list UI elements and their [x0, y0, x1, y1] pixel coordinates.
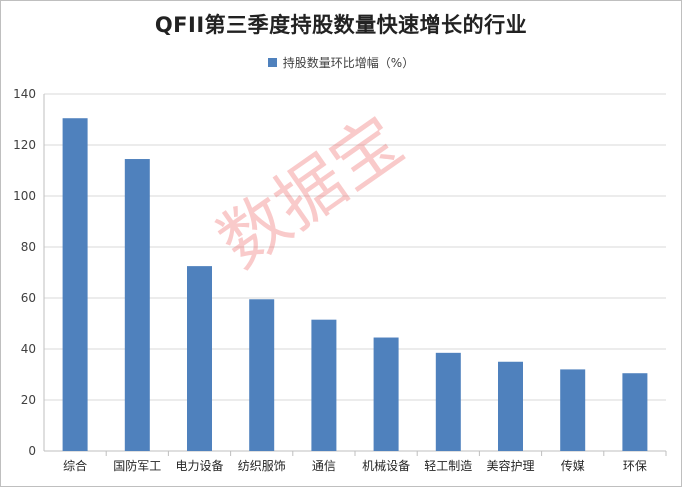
y-tick-label: 140: [13, 87, 36, 101]
x-tick-label: 电力设备: [175, 459, 223, 473]
bar: [124, 159, 150, 451]
x-tick-label: 传媒: [561, 458, 585, 473]
chart-legend: 持股数量环比增幅（%）: [0, 54, 682, 71]
bar: [249, 299, 275, 451]
legend-label: 持股数量环比增幅（%）: [282, 56, 415, 70]
bar: [498, 361, 523, 451]
chart-title: QFII第三季度持股数量快速增长的行业: [154, 13, 528, 37]
x-tick-label: 国防军工: [113, 458, 161, 473]
x-tick-label: 美容护理: [486, 458, 534, 473]
x-tick-label: 纺织服饰: [238, 459, 286, 473]
bar: [187, 266, 212, 451]
bar: [62, 118, 88, 451]
y-tick-label: 100: [13, 189, 36, 203]
bar: [373, 337, 399, 451]
x-tick-label: 机械设备: [362, 458, 410, 473]
y-tick-label: 80: [21, 240, 36, 254]
bar: [435, 352, 461, 451]
x-tick-label: 通信: [312, 459, 336, 473]
bar: [311, 319, 337, 451]
y-tick-label: 0: [28, 444, 36, 458]
y-tick-label: 40: [21, 342, 36, 356]
y-tick-label: 60: [21, 291, 36, 305]
bar: [560, 369, 586, 451]
legend-swatch: [267, 58, 277, 67]
bar: [622, 373, 648, 451]
x-tick-label: 环保: [623, 459, 647, 473]
x-tick-label: 轻工制造: [424, 459, 472, 473]
y-tick-label: 20: [21, 393, 36, 407]
y-tick-label: 120: [13, 138, 36, 152]
x-tick-label: 综合: [63, 458, 87, 473]
